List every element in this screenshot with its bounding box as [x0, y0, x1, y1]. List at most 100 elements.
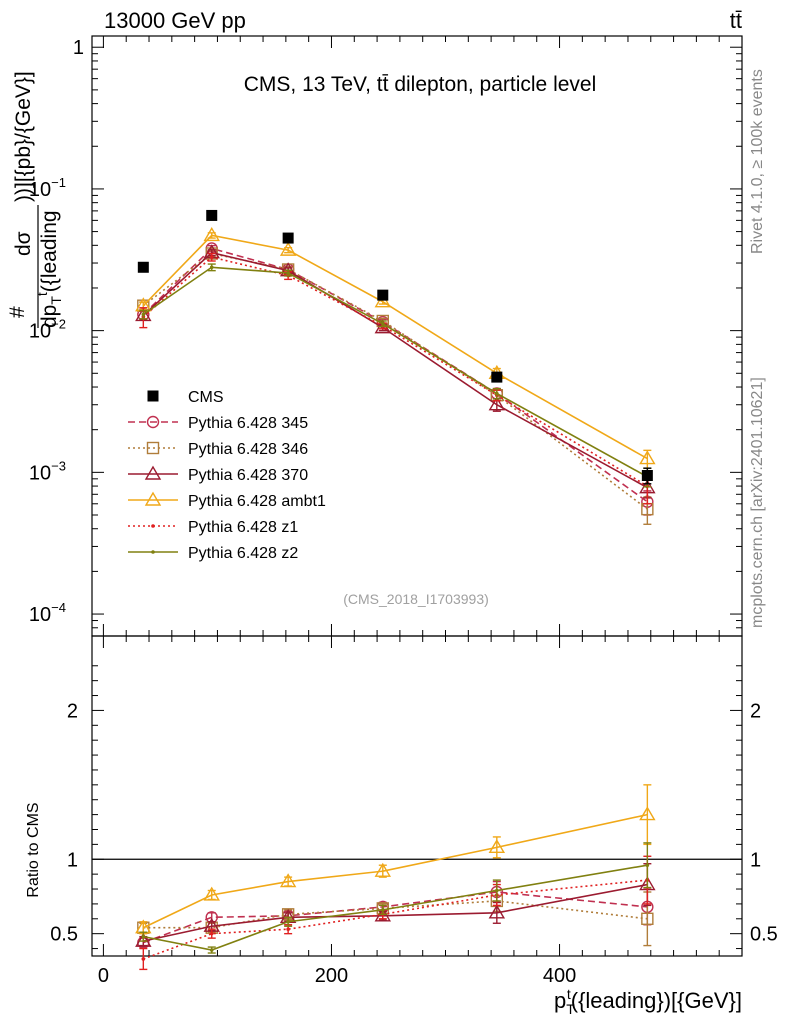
ratio-y-tick-label-right: 0.5	[750, 924, 778, 946]
main-panel: CMS, 13 TeV, tt̄ dilepton, particle leve…	[6, 35, 743, 637]
main-title: CMS, 13 TeV, tt̄ dilepton, particle leve…	[244, 73, 597, 96]
legend-item: Pythia 6.428 346	[128, 441, 308, 458]
x-tick-label: 200	[315, 965, 348, 987]
main-pythia-6-428-ambt1-point	[374, 293, 392, 308]
main-pythia-6-428-ambt1-point	[279, 241, 297, 256]
ratio-pythia-6-428-ambt1-point	[203, 886, 220, 901]
legend-marker	[146, 415, 160, 429]
main-cms-data-point	[641, 469, 653, 481]
ratio-y-tick-label-left: 1	[67, 849, 78, 871]
legend-item: Pythia 6.428 345	[128, 415, 308, 432]
main-pythia-6-428-z2-point	[380, 321, 385, 326]
ratio-y-axis-label: Ratio to CMS	[25, 802, 42, 897]
x-label-tail: ({leading})[{GeV}]	[571, 988, 742, 1013]
main-pythia-6-428-z2-line	[142, 266, 648, 478]
ratio-pythia-6-428-345-line	[143, 891, 648, 944]
main-pythia-6-428-z1-point	[209, 255, 214, 259]
main-pythia-6-428-z2-point	[286, 271, 290, 275]
main-pythia-6-428-z2-point	[495, 391, 499, 396]
legend-marker	[144, 465, 162, 480]
main-pythia-6-428-ambt1-point	[639, 450, 656, 465]
main-y-tick-exp: −2	[51, 317, 66, 332]
ratio-pythia-6-428-z1-point	[141, 957, 146, 961]
main-pythia-6-428-ambt1-line	[142, 234, 648, 460]
main-pythia-6-428-z2-point	[141, 312, 146, 317]
ratio-pythia-6-428-z2-series	[139, 842, 652, 954]
legend-item: Pythia 6.428 370	[128, 465, 308, 484]
main-y-tick-exp: −1	[51, 175, 66, 190]
analysis-id-watermark: (CMS_2018_I1703993)	[343, 591, 489, 607]
y-label-denominator: dpTt({leading	[34, 210, 64, 328]
x-axis-label: pTt({leading})[{GeV}]	[554, 986, 742, 1017]
ratio-y-tick-label-left: 0.5	[50, 924, 78, 946]
energy-label: 13000 GeV pp	[104, 8, 246, 33]
legend-label: Pythia 6.428 370	[188, 467, 308, 484]
ratio-y-tick-label-right: 2	[750, 700, 761, 722]
main-pythia-6-428-z1-line	[142, 256, 648, 487]
ratio-pythia-6-428-ambt1-point	[488, 838, 506, 854]
main-cms-data-point	[206, 209, 218, 221]
y-label-den-sub: T	[48, 296, 64, 305]
legend-item: CMS	[147, 389, 224, 406]
ratio-y-tick-label-right: 1	[750, 849, 761, 871]
legend-marker	[151, 524, 155, 528]
x-label-sup: t	[567, 986, 571, 1002]
main-y-tick-base: 1	[73, 37, 84, 59]
y-label-hash: #	[6, 306, 29, 318]
main-y-tick-label: 10−2	[29, 317, 66, 343]
legend-marker	[147, 390, 159, 402]
ratio-pythia-6-428-z2-point	[495, 888, 499, 893]
ratio-pythia-6-428-ambt1-point	[639, 806, 656, 821]
legend-marker	[144, 491, 162, 506]
x-tick-label: 0	[98, 965, 109, 987]
x-label-base: p	[554, 988, 566, 1013]
main-cms-data-point	[282, 232, 294, 244]
main-y-tick-label: 10−4	[29, 600, 66, 626]
legend-label: Pythia 6.428 z2	[188, 545, 298, 562]
ratio-pythia-6-428-370-point	[135, 932, 152, 947]
ratio-pythia-6-428-ambt1-point	[279, 873, 297, 888]
legend-item: Pythia 6.428 ambt1	[128, 491, 326, 510]
legend-marker	[151, 550, 155, 554]
main-y-axis-label: # dσ dpTt({leading ))][{pb}/{GeV}]	[6, 71, 64, 328]
main-y-tick-exp: −3	[51, 458, 66, 473]
ratio-pythia-6-428-z1-point	[209, 931, 214, 936]
main-pythia-6-428-345-line	[142, 247, 648, 503]
process-label: tt̄	[730, 8, 742, 33]
ratio-pythia-6-428-346-point	[641, 912, 654, 925]
main-pythia-6-428-z2-point	[209, 265, 214, 270]
main-cms-data-point	[491, 371, 503, 383]
y-label-numerator: dσ	[12, 231, 35, 256]
main-pythia-6-428-370-point	[488, 396, 506, 411]
main-y-tick-base: 10	[29, 321, 51, 343]
main-pythia-6-428-ambt1-point	[203, 227, 220, 242]
y-label-den-tail: ({leading	[38, 210, 61, 292]
y-label-den-base: dp	[38, 305, 61, 328]
main-y-tick-label: 10−3	[29, 458, 66, 484]
legend-label: Pythia 6.428 z1	[188, 519, 298, 536]
ratio-plot-frame	[91, 635, 743, 957]
legend-label: CMS	[188, 389, 224, 406]
legend-label: Pythia 6.428 346	[188, 441, 308, 458]
ratio-pythia-6-428-ambt1-point	[374, 862, 392, 877]
ratio-pythia-6-428-z2-line	[143, 864, 648, 951]
ratio-pythia-6-428-z1-series	[139, 855, 652, 971]
legend-item: Pythia 6.428 z2	[128, 545, 298, 562]
ratio-pythia-6-428-z1-point	[286, 927, 290, 932]
ratio-pythia-6-428-ambt1-line	[142, 813, 648, 929]
ratio-y-tick-label-left: 2	[67, 700, 78, 722]
ratio-panel: Ratio to CMS pTt({leading})[{GeV}] 0 200 4…	[25, 635, 778, 1017]
rivet-version-label: Rivet 4.1.0, ≥ 100k events	[749, 69, 766, 254]
ratio-pythia-6-428-346-line	[143, 900, 648, 929]
ratio-pythia-6-428-z2-point	[209, 948, 214, 952]
main-cms-data-point	[377, 289, 389, 301]
main-y-tick-label: 1	[73, 37, 84, 59]
legend-label: Pythia 6.428 ambt1	[188, 493, 326, 510]
y-label-units: ))][{pb}/{GeV}]	[12, 71, 35, 202]
ratio-pythia-6-428-z2-point	[645, 863, 650, 868]
y-label-den-sup: t	[34, 292, 50, 296]
main-y-tick-base: 10	[29, 604, 51, 626]
ratio-pythia-6-428-z2-point	[141, 934, 146, 939]
main-y-tick-base: 10	[29, 179, 51, 201]
